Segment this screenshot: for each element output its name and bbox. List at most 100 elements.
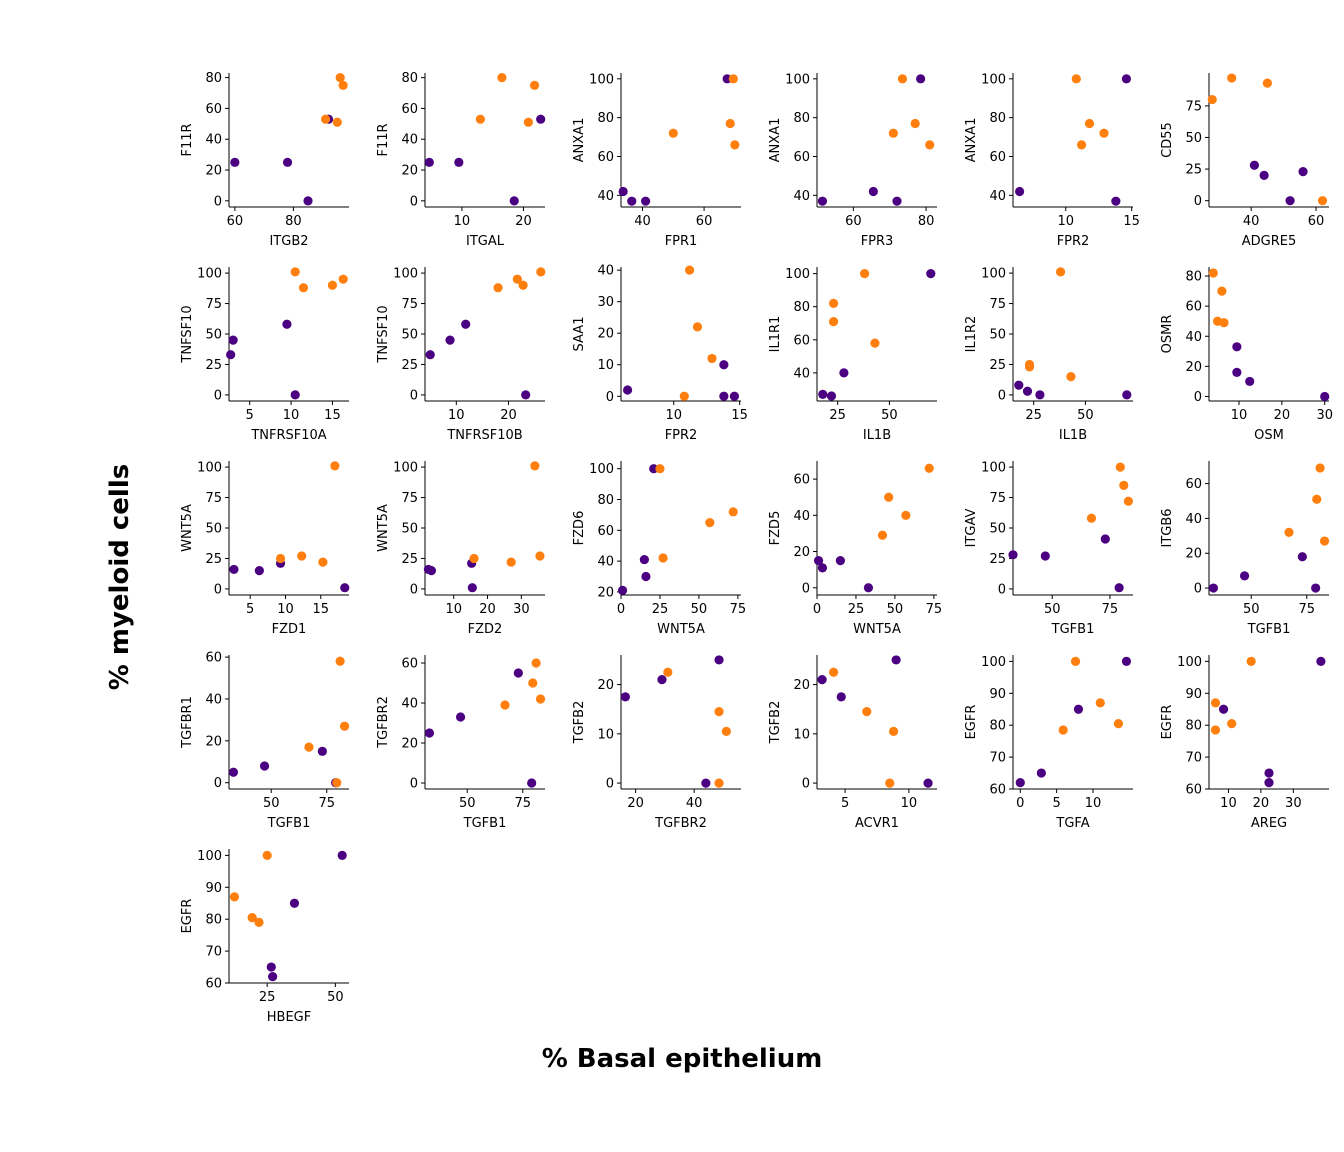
scatter-point-orange [339,721,350,731]
y-tick-label: 60 [205,102,222,117]
y-axis-label: TNFSF10 [376,305,391,363]
y-axis-label: TNFSF10 [180,305,195,363]
scatter-point-purple [289,898,300,908]
scatter-point-purple [813,555,824,566]
y-tick-label: 100 [393,267,418,282]
scatter-point-orange [1315,463,1325,473]
scatter-point-purple [1035,390,1045,400]
scatter-point-purple [1320,391,1330,402]
scatter-point-orange [1084,118,1095,129]
scatter-point-purple [513,668,523,678]
scatter-point-orange [862,707,872,717]
scatter-point-orange [1210,725,1221,735]
y-axis-label: CD55 [1160,122,1175,158]
scatter-point-purple [445,335,455,345]
y-tick-label: 20 [1185,547,1202,562]
x-tick-label: 5 [246,602,254,617]
y-tick-label: 60 [793,333,810,348]
y-tick-label: 100 [589,72,614,87]
scatter-point-orange [1319,536,1330,546]
x-tick-label: 75 [319,796,336,811]
x-tick-label: 5 [246,408,254,423]
y-tick-label: 0 [1194,390,1202,405]
y-tick-label: 0 [214,582,222,597]
x-tick-label: 10 [1231,408,1248,423]
scatter-point-purple [1239,571,1250,581]
scatter-point-orange [655,464,665,474]
scatter-point-orange [828,667,839,677]
x-tick-label: 50 [459,796,476,811]
scatter-point-orange [1227,718,1237,729]
y-tick-label: 20 [597,327,614,342]
scatter-point-purple [617,585,628,595]
scatter-panel-24: 10 20 30 60 70 80 90 100 AREG EGFR [1160,655,1329,831]
y-tick-label: 25 [1185,163,1202,178]
y-tick-label: 90 [989,687,1006,702]
y-axis-label: EGFR [1160,705,1175,740]
y-tick-label: 60 [989,783,1006,798]
y-tick-label: 0 [1194,194,1202,209]
scatter-point-purple [657,675,667,685]
x-axis-label: FPR1 [665,234,698,249]
scatter-panel-9: 10 15 0 10 20 30 40 FPR2 SAA1 [572,264,748,443]
x-tick-label: 50 [1044,602,1061,617]
y-axis-label: IL1R1 [768,316,783,353]
y-tick-label: 25 [401,358,418,373]
scatter-point-purple [1121,74,1132,84]
x-axis-label: ITGAL [466,234,505,249]
scatter-point-purple [536,114,546,124]
scatter-point-purple [1111,196,1121,206]
scatter-point-orange [1099,128,1109,138]
scatter-point-orange [1119,480,1129,490]
x-tick-label: 20 [1274,408,1291,423]
scatter-panel-5: 10 15 40 60 80 100 FPR2 ANXA1 [964,72,1140,249]
y-tick-label: 20 [1185,360,1202,375]
scatter-panel-22: 5 10 0 10 20 ACVR1 TGFB2 [768,655,937,831]
scatter-point-purple [1073,704,1084,714]
scatter-point-purple [226,350,236,360]
scatter-panel-4: 60 80 40 60 80 100 FPR3 ANXA1 [768,72,937,249]
y-tick-label: 10 [597,358,614,373]
y-axis-label: TGFB2 [768,701,783,745]
scatter-point-orange [330,461,340,471]
scatter-point-orange [332,778,342,788]
x-tick-label: 10 [1085,796,1102,811]
scatter-point-purple [1015,778,1025,788]
scatter-panel-3: 40 60 40 60 80 100 FPR1 ANXA1 [572,72,741,249]
y-axis-label: FZD6 [572,511,587,546]
scatter-point-orange [925,140,935,150]
y-tick-label: 50 [401,328,418,343]
y-axis-label: TGFBR1 [180,696,195,749]
scatter-point-orange [1024,362,1035,372]
scatter-point-orange [512,274,522,284]
y-tick-label: 80 [793,300,810,315]
y-tick-label: 100 [393,461,418,476]
y-tick-label: 0 [410,777,418,792]
y-tick-label: 0 [802,581,810,596]
x-axis-label: TGFBR2 [654,816,707,831]
scatter-point-orange [1227,73,1237,83]
x-tick-label: 25 [848,602,865,617]
y-tick-label: 50 [989,522,1006,537]
scatter-point-orange [721,726,731,736]
scatter-point-orange [523,117,533,127]
scatter-point-orange [318,557,328,567]
y-tick-label: 60 [1185,783,1202,798]
y-tick-label: 10 [597,727,614,742]
y-axis-label: SAA1 [572,317,587,352]
y-tick-label: 40 [793,366,810,381]
y-axis-label: ANXA1 [964,118,979,163]
x-axis-label: OSM [1254,428,1284,443]
scatter-point-purple [282,157,293,167]
scatter-point-orange [870,338,880,348]
scatter-point-orange [338,274,348,284]
y-tick-label: 100 [981,655,1006,670]
scatter-point-purple [1014,380,1024,390]
y-axis-label: ITGB6 [1160,508,1175,547]
scatter-point-purple [641,196,651,206]
scatter-point-purple [1264,778,1274,788]
y-tick-label: 0 [214,776,222,791]
y-tick-label: 10 [793,727,810,742]
scatter-point-orange [728,74,738,84]
